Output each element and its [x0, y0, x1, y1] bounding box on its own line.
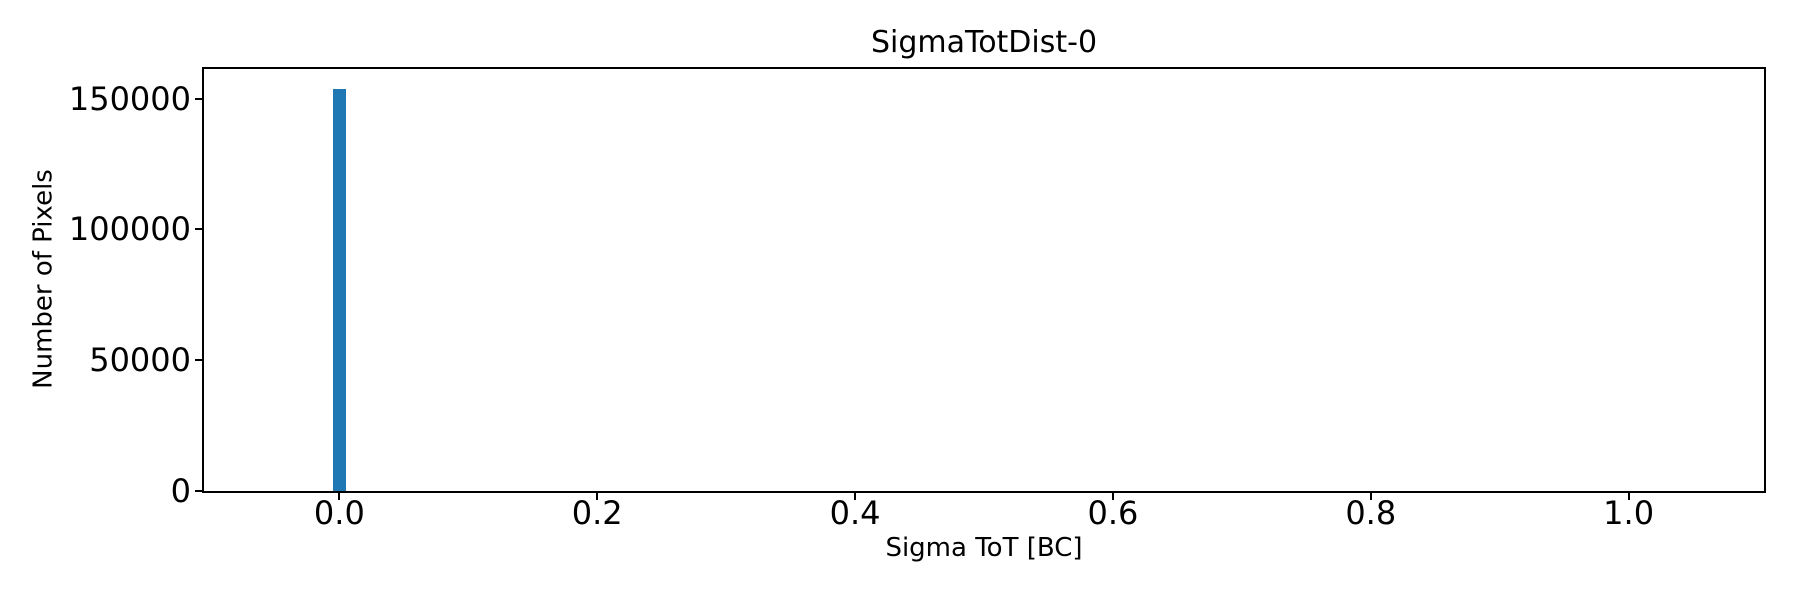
x-tick-mark — [1627, 493, 1630, 500]
y-tick-mark — [195, 228, 202, 231]
x-tick-label: 0.2 — [571, 494, 623, 532]
x-tick-label: 0.8 — [1345, 494, 1397, 532]
x-tick-label: 0.4 — [829, 494, 881, 532]
y-axis-label: Number of Pixels — [28, 169, 59, 389]
y-tick-label: 100000 — [68, 210, 191, 249]
plot-area — [195, 67, 1766, 500]
y-tick-mark — [195, 359, 202, 362]
y-tick-label: 50000 — [89, 341, 191, 380]
x-tick-label: 0.0 — [313, 494, 365, 532]
histogram-bar — [332, 89, 346, 491]
x-axis-label: Sigma ToT [BC] — [885, 533, 1083, 563]
x-tick-label: 0.6 — [1087, 494, 1139, 532]
x-tick-label: 1.0 — [1603, 494, 1655, 532]
x-tick-mark — [854, 493, 857, 500]
x-tick-mark — [596, 493, 599, 500]
x-tick-mark — [1111, 493, 1114, 500]
y-tick-label: 0 — [170, 472, 191, 510]
y-tick-mark — [195, 490, 202, 492]
x-tick-mark — [1369, 493, 1372, 500]
y-tick-mark — [195, 97, 202, 100]
x-tick-mark — [338, 493, 341, 500]
y-tick-label: 150000 — [68, 79, 191, 118]
chart-title: SigmaTotDist-0 — [870, 25, 1098, 60]
